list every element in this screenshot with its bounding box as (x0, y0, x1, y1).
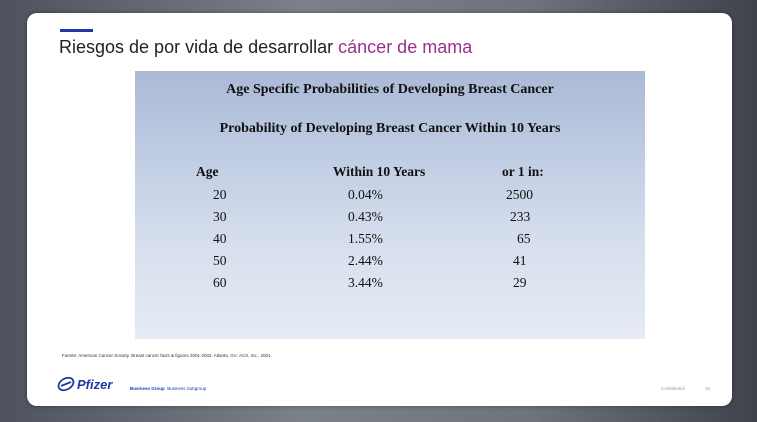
pfizer-pill-icon (57, 376, 75, 392)
title-accent-bar (60, 29, 93, 32)
table-cell-one-in: 29 (513, 275, 527, 290)
column-header-one-in: or 1 in: (502, 164, 544, 179)
column-header-age: Age (196, 164, 219, 179)
slide-title-highlight: cáncer de mama (338, 37, 473, 57)
pfizer-logo-text: Pfizer (77, 376, 113, 392)
table-cell-pct: 1.55% (348, 231, 383, 246)
business-group-label: Business Group Business Subgroup (130, 386, 206, 391)
page-number: 16 (705, 386, 711, 391)
source-citation: Fuente: American Cancer Society. Breast … (62, 353, 272, 358)
presentation-slide: Riesgos de por vida de desarrollar cánce… (27, 13, 732, 406)
table-cell-age: 20 (213, 187, 227, 202)
table-cell-one-in: 2500 (506, 187, 533, 202)
table-cell-pct: 0.04% (348, 187, 383, 202)
business-subgroup: Business Subgroup (167, 386, 207, 391)
table-cell-age: 60 (213, 275, 227, 290)
table-cell-age: 40 (213, 231, 227, 246)
panel-subtitle: Probability of Developing Breast Cancer … (219, 121, 561, 136)
table-cell-pct: 3.44% (348, 275, 383, 290)
table-cell-one-in: 65 (517, 231, 531, 246)
table-cell-age: 30 (213, 209, 227, 224)
slide-title-main: Riesgos de por vida de desarrollar (59, 37, 339, 57)
pfizer-logo: Pfizer (57, 375, 112, 393)
table-cell-one-in: 233 (510, 209, 531, 224)
table-cell-pct: 0.43% (348, 209, 383, 224)
column-header-within-10-years: Within 10 Years (333, 164, 426, 179)
confidential-label: Confidential (661, 386, 685, 391)
panel-title: Age Specific Probabilities of Developing… (226, 82, 554, 97)
probability-table-panel: Age Specific Probabilities of Developing… (135, 71, 645, 339)
business-group: Business Group (130, 386, 165, 391)
table-cell-pct: 2.44% (348, 253, 383, 268)
slide-title: Riesgos de por vida de desarrollar cánce… (59, 37, 472, 58)
table-cell-age: 50 (213, 253, 227, 268)
table-cell-one-in: 41 (513, 253, 527, 268)
